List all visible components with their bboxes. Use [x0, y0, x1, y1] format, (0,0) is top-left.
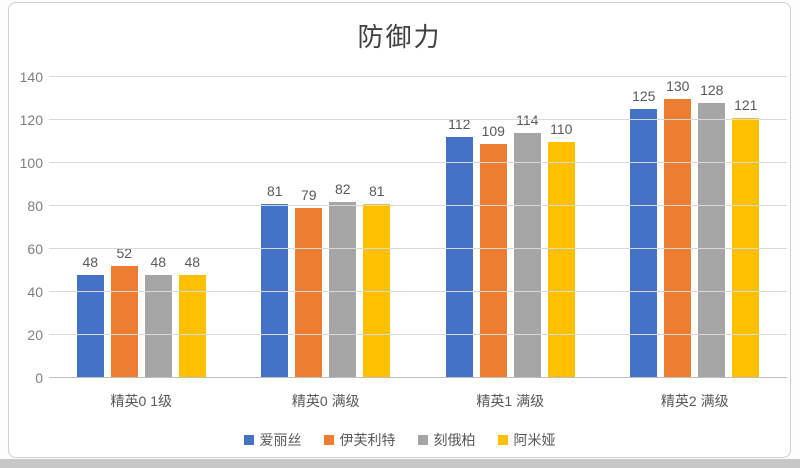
page-bottom-strip: [0, 459, 800, 468]
legend-item: 爱丽丝: [243, 430, 302, 450]
bar: [698, 102, 726, 378]
bar-unit: 81: [261, 77, 289, 378]
y-axis-tick-label: 60: [27, 241, 43, 257]
legend-swatch: [497, 435, 508, 445]
bar-unit: 82: [329, 77, 357, 378]
bar-value-label: 128: [700, 81, 724, 98]
x-axis-category-label: 精英0 满级: [291, 393, 360, 409]
bar-unit: 81: [363, 77, 391, 378]
bar-value-label: 125: [632, 88, 656, 105]
y-axis: 0 20 40 60 80 100 120 140: [9, 69, 43, 386]
bar: [547, 141, 575, 378]
x-axis-category-label: 精英2 满级: [660, 393, 729, 409]
bar: [630, 109, 658, 378]
x-axis-line: [49, 377, 787, 378]
legend-item: 刻俄柏: [417, 430, 476, 450]
bar-value-label: 82: [334, 180, 351, 197]
bar: [479, 143, 507, 378]
bar-unit: 48: [76, 77, 104, 378]
legend: 爱丽丝 伊芙利特 刻俄柏 阿米娅: [9, 430, 790, 450]
bar-unit: 128: [698, 77, 726, 378]
bar-unit: 48: [178, 77, 206, 378]
plot-area: 48 52 48 48 81 79 82 81 112 109 114 110 125 130 128 121: [49, 76, 787, 378]
bar-group: 48 52 48 48: [49, 77, 234, 378]
legend-item: 阿米娅: [497, 430, 556, 450]
bar-value-label: 48: [184, 253, 201, 270]
bar-unit: 114: [513, 77, 541, 378]
bar-value-label: 112: [448, 116, 471, 133]
gridline: [49, 334, 787, 335]
bar-unit: 48: [144, 77, 172, 378]
bar-value-label: 81: [266, 182, 283, 199]
bar-unit: 112: [445, 77, 473, 378]
gridline: [49, 205, 787, 206]
bar-unit: 130: [664, 77, 692, 378]
bar-unit: 125: [630, 77, 658, 378]
legend-item: 伊芙利特: [323, 430, 396, 450]
bar-group: 81 79 82 81: [234, 77, 419, 378]
bar-unit: 110: [547, 77, 575, 378]
legend-label: 阿米娅: [513, 432, 556, 448]
gridline: [49, 162, 787, 163]
gridline: [49, 76, 787, 77]
bar-value-label: 81: [368, 182, 385, 199]
bar-value-label: 121: [734, 96, 758, 113]
y-axis-tick-label: 100: [19, 155, 43, 171]
bar-value-label: 48: [150, 253, 167, 270]
legend-swatch: [417, 435, 428, 445]
chart-card: 防御力 0 20 40 60 80 100 120 140 48 52 48 48 81 79 82 81 1…: [8, 2, 791, 458]
bar-value-label: 110: [550, 120, 573, 137]
chart-title: 防御力: [357, 22, 442, 52]
bar: [513, 132, 541, 378]
bar: [295, 208, 323, 378]
gridline: [49, 291, 787, 292]
y-axis-tick-label: 0: [35, 370, 43, 386]
bar-value-label: 48: [82, 253, 99, 270]
bar: [261, 203, 289, 378]
bar-unit: 121: [732, 77, 760, 378]
gridline: [49, 248, 787, 249]
legend-swatch: [323, 435, 334, 445]
x-axis-category-label: 精英0 1级: [110, 393, 172, 409]
y-axis-tick-label: 140: [19, 69, 43, 85]
bar: [110, 266, 138, 378]
x-axis: 精英0 1级 精英0 满级 精英1 满级 精英2 满级: [49, 391, 787, 411]
legend-label: 刻俄柏: [433, 432, 476, 448]
y-axis-tick-label: 80: [27, 198, 43, 215]
x-axis-category-label: 精英1 满级: [476, 393, 545, 409]
bar-unit: 52: [110, 77, 138, 378]
y-axis-tick-label: 20: [27, 327, 43, 344]
bar: [664, 98, 692, 378]
bar-group: 125 130 128 121: [603, 77, 788, 378]
y-axis-tick-label: 40: [27, 284, 43, 301]
bar: [329, 201, 357, 378]
legend-label: 伊芙利特: [339, 432, 396, 448]
bar-unit: 79: [295, 77, 323, 378]
bar-unit: 109: [479, 77, 507, 378]
bar-value-label: 109: [481, 122, 505, 139]
bar: [363, 203, 391, 378]
bar-value-label: 79: [300, 187, 317, 204]
bar: [178, 274, 206, 378]
bar-value-label: 52: [116, 245, 133, 262]
bar: [445, 137, 473, 378]
gridline: [49, 119, 787, 120]
bar-group: 112 109 114 110: [418, 77, 603, 378]
bar: [76, 274, 104, 378]
y-axis-tick-label: 120: [19, 112, 43, 128]
bar-value-label: 130: [666, 77, 690, 94]
legend-label: 爱丽丝: [259, 432, 302, 448]
bar-groups-container: 48 52 48 48 81 79 82 81 112 109 114 110 125 130 128 121: [49, 77, 787, 378]
bar: [144, 274, 172, 378]
legend-swatch: [243, 435, 254, 445]
